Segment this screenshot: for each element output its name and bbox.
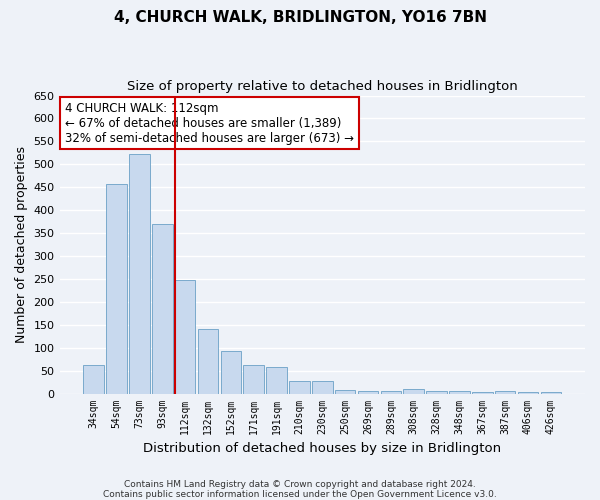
Bar (175, 280, 196, 394)
Bar (129, 154, 150, 394)
Title: Size of property relative to detached houses in Bridlington: Size of property relative to detached ho… (127, 80, 518, 93)
Bar (358, 392, 378, 394)
Y-axis label: Number of detached properties: Number of detached properties (15, 146, 28, 343)
Bar (312, 380, 332, 394)
Bar (426, 392, 447, 394)
Bar (83, 365, 104, 394)
Bar (198, 330, 218, 394)
Text: 4, CHURCH WALK, BRIDLINGTON, YO16 7BN: 4, CHURCH WALK, BRIDLINGTON, YO16 7BN (113, 10, 487, 25)
Bar (449, 392, 470, 394)
Text: Contains HM Land Registry data © Crown copyright and database right 2024.
Contai: Contains HM Land Registry data © Crown c… (103, 480, 497, 499)
Bar (403, 389, 424, 394)
Bar (518, 392, 538, 394)
Bar (244, 365, 264, 394)
X-axis label: Distribution of detached houses by size in Bridlington: Distribution of detached houses by size … (143, 442, 502, 455)
Text: 4 CHURCH WALK: 112sqm
← 67% of detached houses are smaller (1,389)
32% of semi-d: 4 CHURCH WALK: 112sqm ← 67% of detached … (65, 102, 354, 144)
Bar (472, 392, 493, 394)
Bar (495, 392, 515, 394)
Bar (289, 381, 310, 394)
Bar (335, 390, 355, 394)
Bar (266, 368, 287, 394)
Bar (541, 392, 561, 394)
Bar (152, 224, 173, 394)
Bar (221, 352, 241, 394)
Bar (380, 392, 401, 394)
Bar (106, 184, 127, 394)
